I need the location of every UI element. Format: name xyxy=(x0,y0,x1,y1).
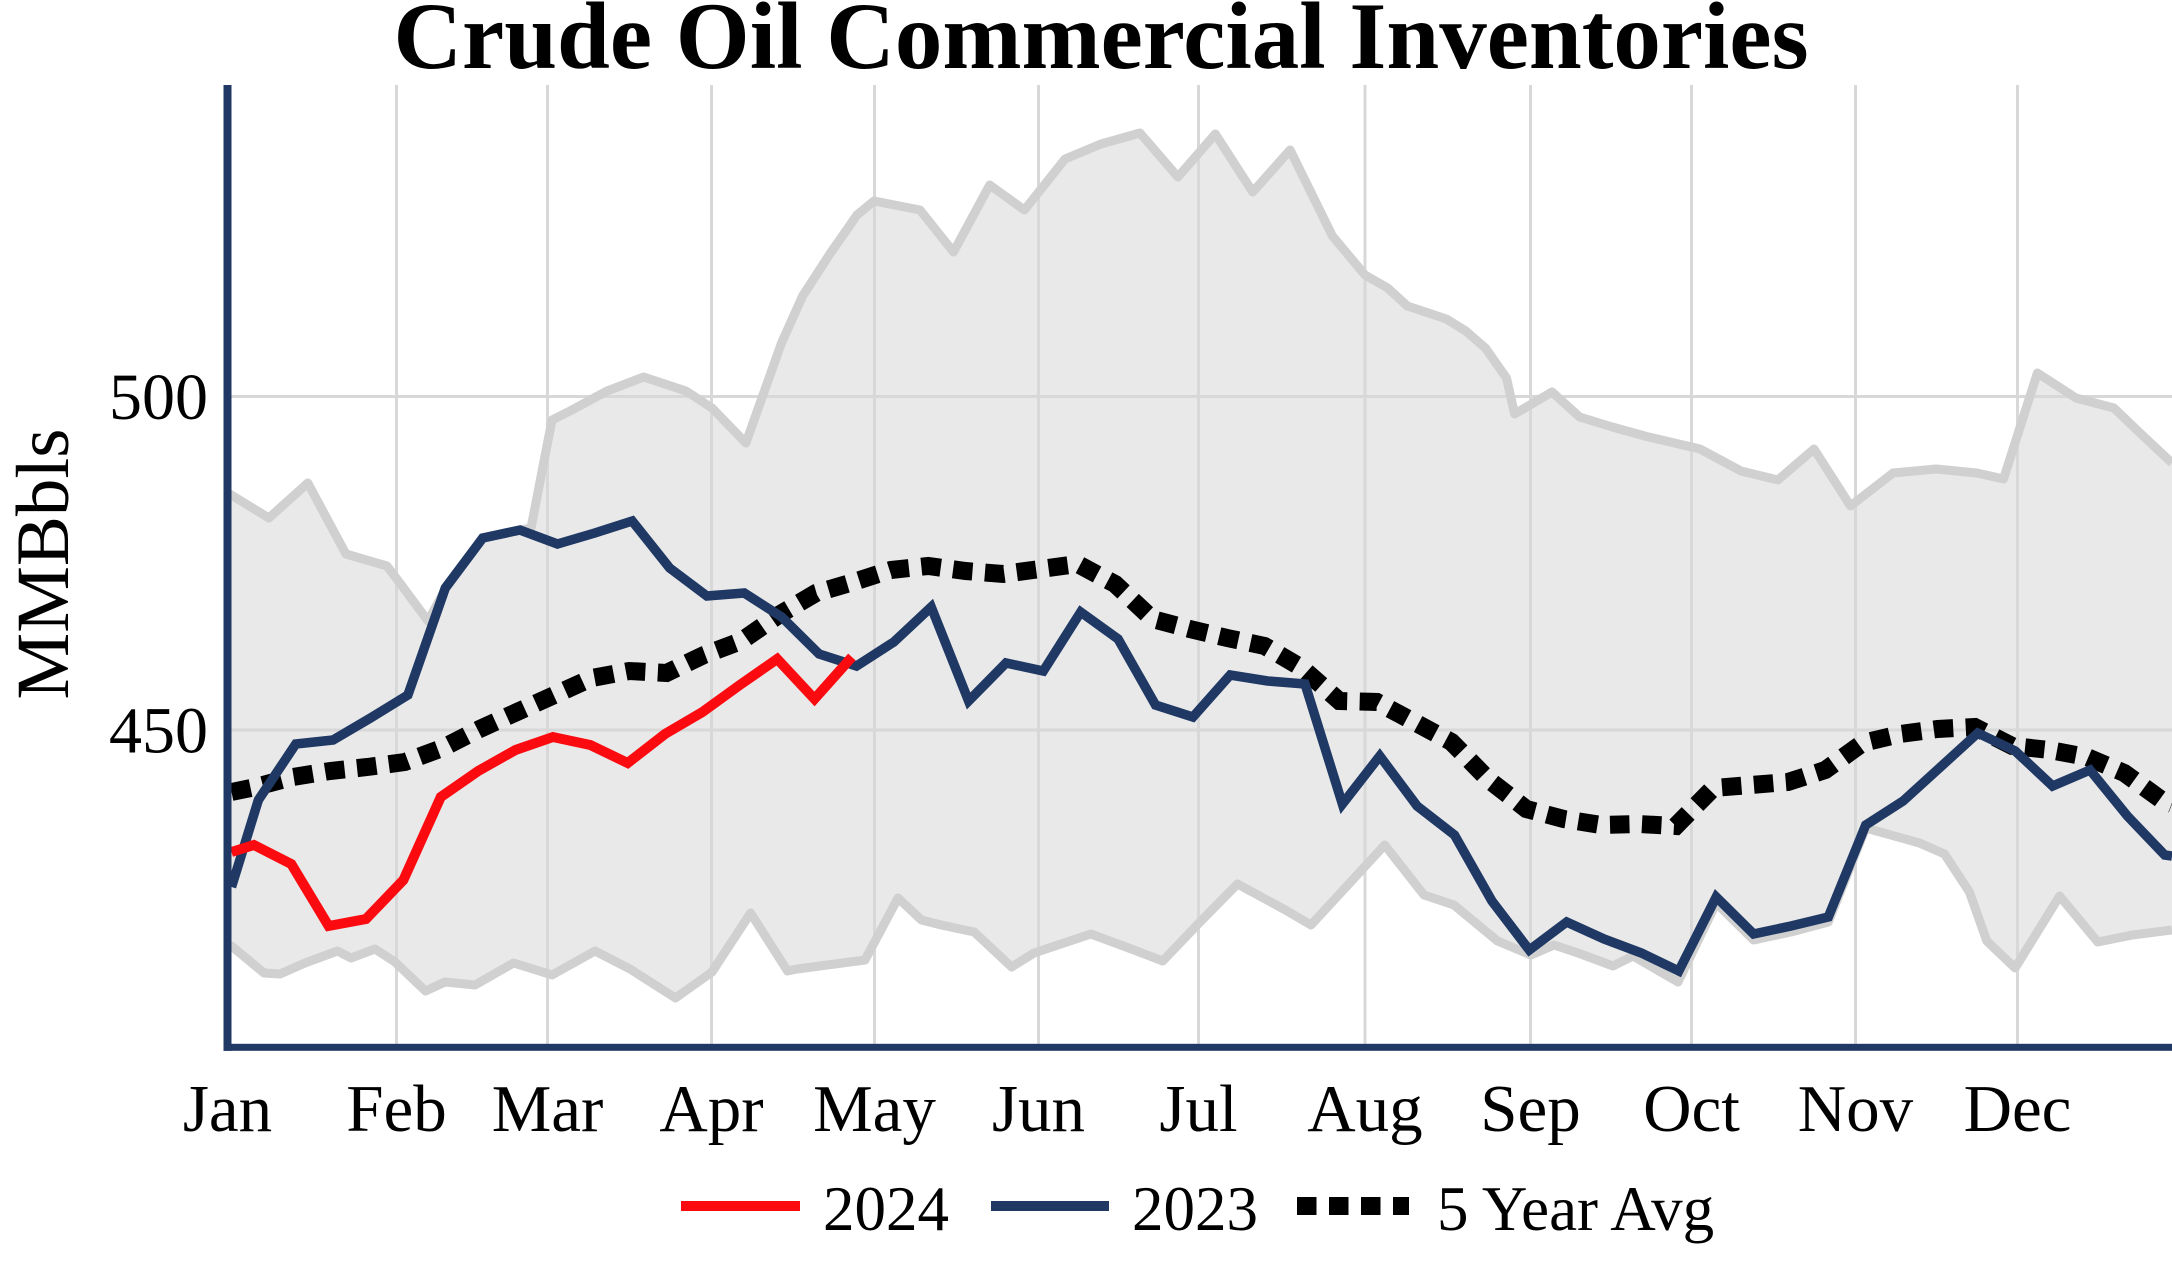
svg-text:Crude Oil Commercial Inventori: Crude Oil Commercial Inventories xyxy=(393,0,1808,89)
svg-text:2023: 2023 xyxy=(1132,1174,1258,1244)
svg-text:Apr: Apr xyxy=(659,1072,763,1146)
svg-text:450: 450 xyxy=(109,695,208,768)
svg-text:Oct: Oct xyxy=(1643,1072,1740,1146)
svg-text:Jan: Jan xyxy=(183,1072,272,1146)
svg-text:Nov: Nov xyxy=(1798,1072,1914,1146)
svg-text:500: 500 xyxy=(109,361,208,434)
svg-text:5 Year Avg: 5 Year Avg xyxy=(1437,1174,1714,1244)
svg-text:Jun: Jun xyxy=(992,1072,1085,1146)
svg-text:Mar: Mar xyxy=(492,1072,604,1146)
svg-text:Aug: Aug xyxy=(1307,1072,1422,1146)
svg-text:2024: 2024 xyxy=(823,1174,949,1244)
svg-text:Feb: Feb xyxy=(346,1072,447,1146)
svg-text:MMBbls: MMBbls xyxy=(2,429,85,700)
svg-text:Sep: Sep xyxy=(1480,1072,1581,1146)
svg-text:Dec: Dec xyxy=(1964,1072,2072,1146)
svg-text:Jul: Jul xyxy=(1159,1072,1237,1146)
svg-text:May: May xyxy=(813,1072,936,1146)
